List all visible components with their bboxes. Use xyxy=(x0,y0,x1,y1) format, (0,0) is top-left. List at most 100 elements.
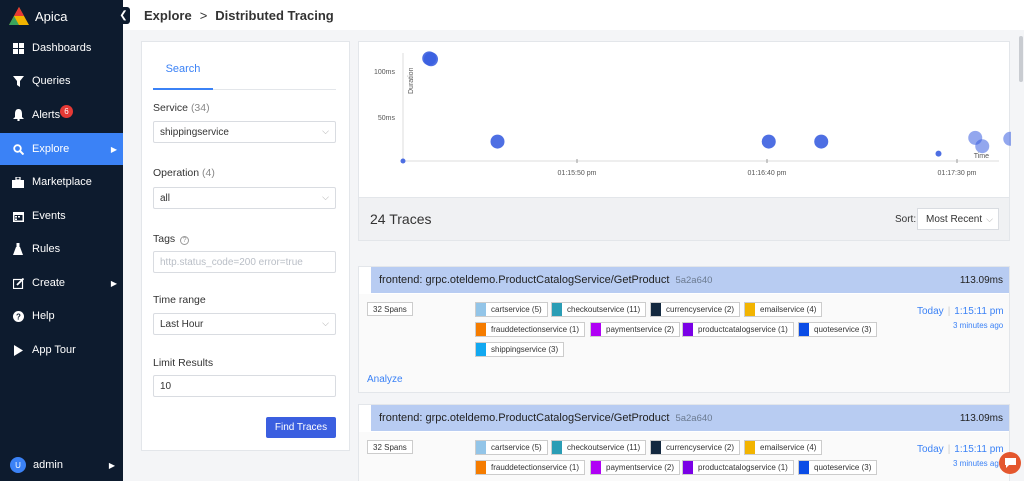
sidebar-item-marketplace[interactable]: Marketplace xyxy=(0,166,123,198)
service-swatch xyxy=(591,461,601,474)
tab-active-indicator xyxy=(153,88,213,90)
collapse-sidebar-button[interactable]: ❮ xyxy=(117,7,130,24)
sidebar-item-label: Alerts xyxy=(32,109,61,121)
service-swatch xyxy=(476,303,486,316)
service-tag: cartservice (5) xyxy=(475,440,548,455)
scatter-point[interactable] xyxy=(814,134,829,149)
brand[interactable]: Apica xyxy=(8,6,68,26)
service-swatch xyxy=(745,303,755,316)
trace-duration: 113.09ms xyxy=(959,412,1003,424)
scatter-point[interactable] xyxy=(424,52,438,67)
operation-select[interactable]: all ⌵ xyxy=(153,187,336,209)
service-label-text: Service xyxy=(153,102,189,114)
service-swatch xyxy=(745,441,755,454)
operation-count: (4) xyxy=(202,167,215,179)
service-swatch xyxy=(476,441,486,454)
trace-duration: 113.09ms xyxy=(959,274,1003,286)
trace-title-bar[interactable]: frontend: grpc.oteldemo.ProductCatalogSe… xyxy=(371,267,1009,293)
trace-title-bar[interactable]: frontend: grpc.oteldemo.ProductCatalogSe… xyxy=(371,405,1009,431)
bell-icon xyxy=(12,109,24,121)
help-circle-icon[interactable]: ? xyxy=(180,236,190,245)
scatter-point[interactable] xyxy=(490,134,505,149)
time-range-select[interactable]: Last Hour ⌵ xyxy=(153,313,336,335)
trace-title: frontend: grpc.oteldemo.ProductCatalogSe… xyxy=(379,412,670,424)
breadcrumb: Explore > Distributed Tracing xyxy=(123,0,1024,30)
trace-day: Today xyxy=(917,444,944,455)
tab-search[interactable]: Search xyxy=(165,63,201,75)
divider: | xyxy=(947,444,951,455)
service-tag: checkoutservice (11) xyxy=(551,440,647,455)
sidebar-item-create[interactable]: Create ▶ xyxy=(0,267,123,299)
time-range-label: Time range xyxy=(153,294,206,306)
scatter-point[interactable] xyxy=(761,134,776,149)
chevron-left-icon: ❮ xyxy=(119,10,128,21)
chevron-down-icon: ⌵ xyxy=(986,213,993,224)
service-tag-label: frauddetectionservice (1) xyxy=(491,325,580,334)
service-tag: shippingservice (3) xyxy=(475,342,565,357)
sidebar-item-help[interactable]: ? Help xyxy=(0,300,123,332)
x-tick-label: 01:15:50 pm xyxy=(558,170,597,177)
trace-start-time: Today | 1:15:11 pm xyxy=(917,444,1004,455)
y-tick-label: 100ms xyxy=(374,69,396,76)
scrollbar-thumb[interactable] xyxy=(1019,36,1023,82)
service-tag-label: currencyservice (2) xyxy=(666,443,735,452)
alerts-badge: 6 xyxy=(60,105,73,118)
scatter-point[interactable] xyxy=(1003,131,1011,146)
chat-button[interactable] xyxy=(999,452,1021,474)
service-tag: productcatalogservice (1) xyxy=(682,322,794,337)
sidebar-item-label: App Tour xyxy=(32,344,76,356)
divider: | xyxy=(947,306,951,317)
sort-value: Most Recent xyxy=(926,213,983,225)
service-swatch xyxy=(591,323,601,336)
caret-right-icon: ▶ xyxy=(108,460,115,470)
operation-label-text: Operation xyxy=(153,167,200,179)
user-name: admin xyxy=(33,459,63,471)
play-icon xyxy=(12,344,24,356)
service-tag-label: currencyservice (2) xyxy=(666,305,735,314)
sidebar-item-explore[interactable]: Explore ▶ xyxy=(0,133,123,165)
tab-divider xyxy=(153,89,336,90)
analyze-link[interactable]: Analyze xyxy=(367,374,403,385)
sidebar-item-queries[interactable]: Queries xyxy=(0,65,123,97)
breadcrumb-parent[interactable]: Explore xyxy=(144,7,192,23)
sidebar-item-dashboards[interactable]: Dashboards xyxy=(0,32,123,64)
trace-card[interactable]: frontend: grpc.oteldemo.ProductCatalogSe… xyxy=(358,404,1010,481)
spans-count: 32 Spans xyxy=(367,440,413,454)
trace-body: 32 Spans cartservice (5) checkoutservice… xyxy=(359,432,1009,481)
user-menu[interactable]: U admin ▶ xyxy=(10,456,115,474)
trace-id: 5a2a640 xyxy=(675,274,713,286)
service-select[interactable]: shippingservice ⌵ xyxy=(153,121,336,143)
sidebar-item-label: Rules xyxy=(32,243,61,255)
sidebar-item-events[interactable]: Events xyxy=(0,200,123,232)
service-tag-label: emailservice (4) xyxy=(760,305,817,314)
traces-header: 24 Traces Sort: Most Recent ⌵ xyxy=(358,198,1010,241)
limit-results-input[interactable]: 10 xyxy=(153,375,336,397)
sidebar-item-app-tour[interactable]: App Tour xyxy=(0,334,123,366)
apica-logo-icon xyxy=(9,7,29,25)
sidebar-item-alerts[interactable]: Alerts 6 xyxy=(0,99,123,131)
service-tag-label: checkoutservice (11) xyxy=(567,443,641,452)
svg-text:?: ? xyxy=(16,312,21,321)
trace-day: Today xyxy=(917,306,944,317)
service-tag: paymentservice (2) xyxy=(590,460,681,475)
scatter-point[interactable] xyxy=(935,150,942,157)
operation-label: Operation (4) xyxy=(153,167,215,179)
service-tag: quoteservice (3) xyxy=(798,322,878,337)
y-axis-label: Duration xyxy=(408,67,415,94)
scatter-point[interactable] xyxy=(975,139,990,154)
trace-card[interactable]: frontend: grpc.oteldemo.ProductCatalogSe… xyxy=(358,266,1010,393)
tags-input[interactable]: http.status_code=200 error=true xyxy=(153,251,336,273)
scatter-point[interactable] xyxy=(400,158,406,164)
find-traces-button[interactable]: Find Traces xyxy=(266,417,336,438)
service-tag: emailservice (4) xyxy=(744,302,823,317)
spans-count: 32 Spans xyxy=(367,302,413,316)
service-tag-label: paymentservice (2) xyxy=(606,325,675,334)
scrollbar-track[interactable] xyxy=(1018,30,1024,481)
traces-count: 24 Traces xyxy=(370,211,432,227)
sort-select[interactable]: Most Recent ⌵ xyxy=(917,208,999,230)
service-tag-label: quoteservice (3) xyxy=(814,325,872,334)
sort-label: Sort: xyxy=(895,214,917,225)
trace-body: 32 Spans cartservice (5) checkoutservice… xyxy=(359,294,1009,392)
service-swatch xyxy=(799,461,809,474)
sidebar-item-rules[interactable]: Rules xyxy=(0,233,123,265)
